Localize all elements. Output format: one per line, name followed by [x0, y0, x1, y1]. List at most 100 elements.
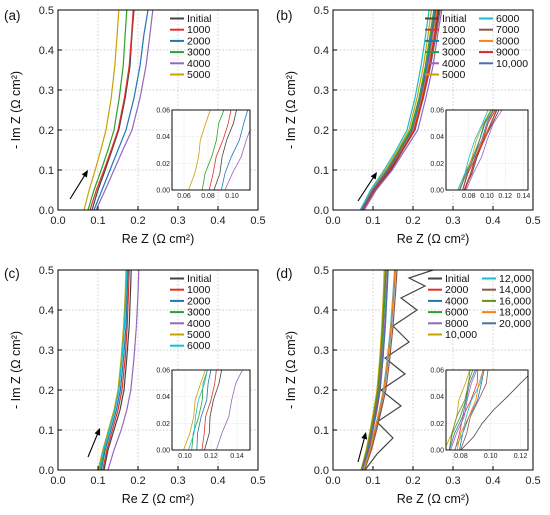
- inset-y-tick-label: 0.02: [430, 421, 444, 428]
- y-tick-label: 0.3: [39, 345, 54, 357]
- series-line-6000: [98, 270, 128, 470]
- series-line-3000: [87, 10, 128, 210]
- inset-x-tick-label: 0.12: [204, 453, 218, 460]
- x-tick-label: 0.5: [250, 475, 265, 487]
- y-axis-label: - Im Z (Ω cm²): [284, 331, 298, 409]
- trend-arrow-head: [81, 170, 88, 178]
- x-axis-label: Re Z (Ω cm²): [122, 492, 195, 506]
- inset-plot: 0.08 0.10 0.12 0.14 0.00 0.02 0.04 0.06: [430, 108, 531, 201]
- inset-x-tick-label: 0.08: [462, 193, 476, 200]
- chart-panel-1: 0.0 0.1 0.2 0.3 0.4 0.5 0.0 0.1 0.2 0.3 0.4 0.5 Re Z…: [4, 5, 266, 246]
- y-axis-label: - Im Z (Ω cm²): [9, 331, 23, 409]
- inset-frame-bg: [171, 109, 251, 191]
- x-axis-label: Re Z (Ω cm²): [397, 492, 470, 506]
- x-tick-label: 0.3: [170, 475, 185, 487]
- panel-label: (c): [4, 266, 20, 281]
- y-tick-label: 0.3: [314, 345, 329, 357]
- legend-label-4000: 4000: [445, 295, 469, 307]
- y-tick-label: 0.2: [39, 385, 54, 397]
- inset-frame: [171, 109, 251, 191]
- chart-panel-3: 0.0 0.1 0.2 0.3 0.4 0.5 0.0 0.1 0.2 0.3 0.4 0.5 Re Z…: [4, 265, 266, 506]
- series-line-10,000: [360, 10, 437, 210]
- y-tick-label: 0.1: [314, 165, 329, 177]
- inset-x-tick-label: 0.12: [498, 193, 512, 200]
- inset-x-tick-label: 0.14: [517, 193, 531, 200]
- y-tick-label: 0.3: [314, 85, 329, 97]
- series-line-2000: [361, 10, 436, 210]
- legend-label-5000: 5000: [187, 69, 211, 81]
- legend-label-10,000: 10,000: [496, 58, 528, 70]
- inset-series-1000: [464, 110, 498, 190]
- series-line-2000: [93, 10, 149, 210]
- series-line-Initial: [103, 270, 132, 470]
- series-line-1000: [102, 270, 130, 470]
- inset-series-2000: [454, 370, 479, 450]
- y-tick-label: 0.2: [314, 385, 329, 397]
- x-tick-label: 0.2: [130, 215, 145, 227]
- legend-label-6000: 6000: [187, 340, 211, 352]
- inset-x-tick-label: 0.10: [484, 453, 498, 460]
- y-tick-label: 0.0: [39, 205, 54, 217]
- inset-y-tick-label: 0.06: [430, 108, 444, 115]
- chart-panel-4: 0.0 0.1 0.2 0.3 0.4 0.5 0.0 0.1 0.2 0.3 0.4 0.5 Re Z…: [276, 265, 541, 506]
- x-tick-label: 0.0: [50, 475, 65, 487]
- inset-series-2000: [220, 110, 249, 190]
- y-tick-label: 0.5: [314, 265, 329, 277]
- inset-series-18,000: [456, 370, 484, 450]
- inset-series-4000: [215, 370, 243, 450]
- legend-label-20,000: 20,000: [499, 318, 531, 330]
- inset-series-20,000: [449, 370, 476, 450]
- legend-label-8000: 8000: [496, 35, 520, 47]
- legend-label-1000: 1000: [187, 24, 211, 36]
- legend-label-6000: 6000: [496, 13, 520, 25]
- inset-y-tick-label: 0.02: [156, 161, 170, 168]
- inset-x-tick-label: 0.08: [454, 453, 468, 460]
- inset-y-tick-label: 0.04: [156, 394, 170, 401]
- series-line-20,000: [361, 270, 389, 470]
- series-line-4000: [363, 10, 443, 210]
- inset-plot: 0.10 0.12 0.14 0.00 0.02 0.04 0.06: [156, 368, 251, 460]
- series-line-6000: [359, 10, 430, 210]
- x-tick-label: 0.4: [485, 475, 500, 487]
- series-line-5000: [97, 270, 127, 470]
- legend-label-Initial: Initial: [187, 13, 212, 25]
- y-axis-label: - Im Z (Ω cm²): [284, 71, 298, 149]
- inset-x-tick-label: 0.10: [480, 193, 494, 200]
- inset-series-12,000: [454, 370, 484, 450]
- inset-series-5000: [458, 110, 492, 190]
- inset-y-tick-label: 0.02: [430, 161, 444, 168]
- inset-x-tick-label: 0.10: [178, 453, 192, 460]
- y-tick-label: 0.2: [39, 125, 54, 137]
- trend-arrow-head: [361, 432, 368, 440]
- y-tick-label: 0.4: [39, 305, 54, 317]
- x-tick-label: 0.1: [90, 215, 105, 227]
- x-tick-label: 0.0: [50, 215, 65, 227]
- series-line-10,000: [360, 270, 385, 470]
- inset-series-5000: [183, 370, 206, 450]
- legend-label-3000: 3000: [187, 307, 211, 319]
- legend-label-2000: 2000: [187, 295, 211, 307]
- inset-y-tick-label: 0.04: [156, 134, 170, 141]
- x-tick-label: 0.1: [90, 475, 105, 487]
- inset-series-3000: [191, 370, 208, 450]
- inset-x-tick-label: 0.06: [177, 193, 191, 200]
- inset-y-tick-label: 0.00: [430, 188, 444, 195]
- trend-arrow-shaft: [87, 431, 99, 458]
- trend-arrow-shaft: [357, 175, 376, 202]
- legend-label-4000: 4000: [187, 58, 211, 70]
- inset-y-tick-label: 0.04: [430, 394, 444, 401]
- inset-y-tick-label: 0.02: [156, 421, 170, 428]
- legend-label-3000: 3000: [442, 47, 466, 59]
- y-tick-label: 0.5: [314, 5, 329, 17]
- trend-arrow-head: [370, 172, 377, 180]
- legend-label-9000: 9000: [496, 47, 520, 59]
- legend-label-14,000: 14,000: [499, 284, 531, 296]
- inset-series-5000: [188, 110, 211, 190]
- y-tick-label: 0.5: [39, 265, 54, 277]
- legend-label-5000: 5000: [442, 69, 466, 81]
- series-line-16,000: [360, 270, 386, 470]
- x-tick-label: 0.0: [325, 475, 340, 487]
- inset-frame: [171, 369, 251, 451]
